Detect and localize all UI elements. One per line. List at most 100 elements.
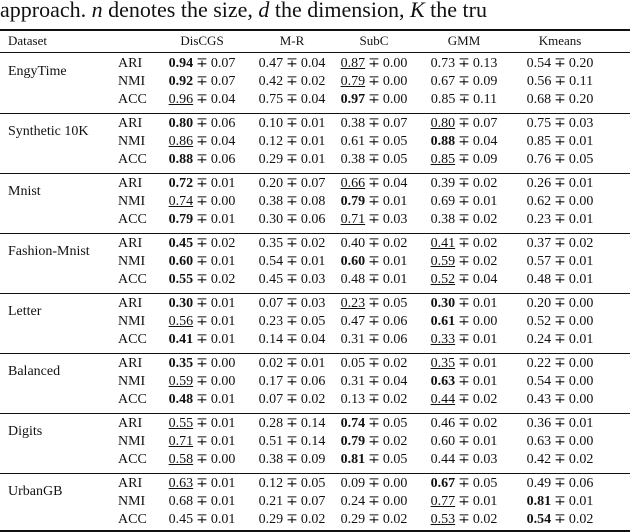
std: 0.09: [472, 152, 498, 167]
std: 0.02: [210, 272, 236, 287]
rule: [0, 173, 630, 174]
caption-part: the tru: [424, 0, 487, 22]
sep: ∓: [458, 296, 470, 311]
std: 0.01: [382, 254, 408, 269]
metric: ARI: [118, 236, 143, 251]
mean: 0.74: [340, 416, 366, 431]
caption-part: d: [258, 0, 270, 22]
cell: 0.71 ∓ 0.03: [341, 212, 408, 228]
mean: 0.35: [430, 356, 456, 371]
metric: ARI: [118, 416, 143, 431]
mean: 0.92: [168, 74, 194, 89]
mean: 0.85: [526, 134, 552, 149]
metric: ACC: [118, 152, 147, 167]
std: 0.00: [210, 374, 236, 389]
cell: 0.59 ∓ 0.02: [431, 254, 498, 270]
mean: 0.85: [430, 152, 456, 167]
std: 0.02: [300, 74, 326, 89]
rule: [0, 233, 630, 234]
sep: ∓: [196, 392, 208, 407]
std: 0.02: [382, 512, 408, 527]
mean: 0.67: [430, 74, 456, 89]
mean: 0.23: [526, 212, 552, 227]
std: 0.07: [210, 74, 236, 89]
sep: ∓: [554, 56, 566, 71]
caption-part: K: [409, 0, 425, 22]
sep: ∓: [554, 392, 566, 407]
cell: 0.33 ∓ 0.01: [431, 332, 498, 348]
sep: ∓: [286, 56, 298, 71]
sep: ∓: [554, 374, 566, 389]
mean: 0.21: [258, 494, 284, 509]
std: 0.04: [472, 272, 498, 287]
mean: 0.79: [340, 74, 366, 89]
cell: 0.02 ∓ 0.01: [259, 356, 326, 372]
mean: 0.48: [340, 272, 366, 287]
sep: ∓: [368, 74, 380, 89]
std: 0.07: [300, 494, 326, 509]
sep: ∓: [196, 452, 208, 467]
sep: ∓: [196, 92, 208, 107]
std: 0.00: [210, 194, 236, 209]
mean: 0.13: [340, 392, 366, 407]
mean: 0.72: [168, 176, 194, 191]
sep: ∓: [286, 416, 298, 431]
mean: 0.79: [168, 212, 194, 227]
std: 0.00: [382, 92, 408, 107]
mean: 0.24: [526, 332, 552, 347]
std: 0.06: [210, 152, 236, 167]
sep: ∓: [286, 332, 298, 347]
std: 0.05: [382, 452, 408, 467]
mean: 0.63: [168, 476, 194, 491]
sep: ∓: [286, 476, 298, 491]
metric: ARI: [118, 56, 143, 71]
std: 0.01: [568, 272, 594, 287]
std: 0.01: [210, 254, 236, 269]
std: 0.01: [210, 314, 236, 329]
cell: 0.85 ∓ 0.11: [431, 92, 497, 108]
std: 0.02: [382, 434, 408, 449]
std: 0.00: [382, 74, 408, 89]
mean: 0.49: [526, 476, 552, 491]
sep: ∓: [196, 272, 208, 287]
std: 0.00: [210, 452, 236, 467]
std: 0.02: [472, 212, 498, 227]
metric: NMI: [118, 74, 146, 89]
mean: 0.23: [258, 314, 284, 329]
mean: 0.46: [430, 416, 456, 431]
std: 0.04: [382, 374, 408, 389]
cell: 0.79 ∓ 0.02: [341, 434, 408, 450]
column-header: Kmeans: [538, 33, 582, 48]
sep: ∓: [196, 152, 208, 167]
sep: ∓: [196, 254, 208, 269]
mean: 0.23: [340, 296, 366, 311]
sep: ∓: [554, 296, 566, 311]
mean: 0.26: [526, 176, 552, 191]
mean: 0.62: [526, 194, 552, 209]
std: 0.02: [382, 236, 408, 251]
metric: ARI: [118, 176, 143, 191]
mean: 0.81: [526, 494, 552, 509]
cell: 0.73 ∓ 0.13: [431, 56, 498, 72]
std: 0.02: [472, 236, 498, 251]
cell: 0.87 ∓ 0.00: [341, 56, 408, 72]
cell: 0.30 ∓ 0.01: [431, 296, 498, 312]
std: 0.02: [568, 452, 594, 467]
sep: ∓: [196, 56, 208, 71]
sep: ∓: [368, 512, 380, 527]
metric: ACC: [118, 92, 147, 107]
cell: 0.79 ∓ 0.01: [341, 194, 408, 210]
cell: 0.76 ∓ 0.05: [527, 152, 594, 168]
std: 0.06: [210, 116, 236, 131]
caption: approach. n denotes the size, d the dime…: [0, 0, 487, 23]
mean: 0.66: [340, 176, 366, 191]
sep: ∓: [286, 254, 298, 269]
sep: ∓: [554, 74, 567, 89]
mean: 0.53: [430, 512, 456, 527]
std: 0.02: [382, 392, 408, 407]
std: 0.01: [210, 176, 236, 191]
cell: 0.60 ∓ 0.01: [169, 254, 236, 270]
sep: ∓: [196, 434, 208, 449]
std: 0.02: [300, 512, 326, 527]
metric: NMI: [118, 374, 146, 389]
